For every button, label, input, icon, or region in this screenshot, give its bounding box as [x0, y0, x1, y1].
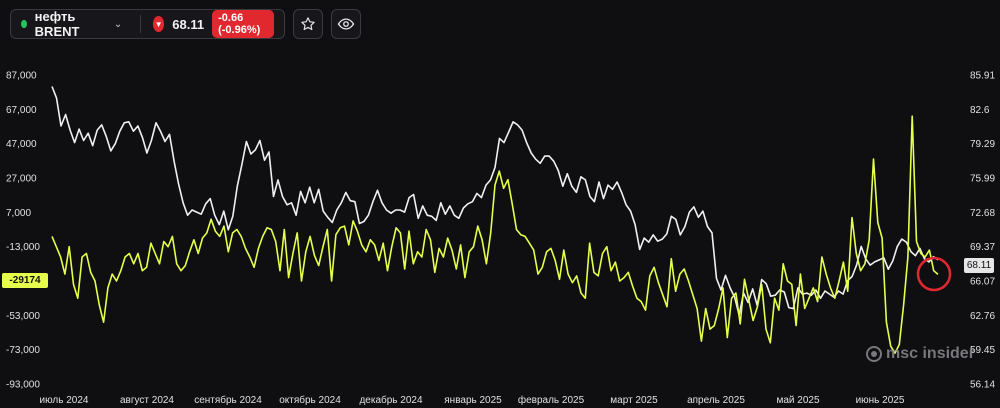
right-current-value-label: 68.11: [964, 258, 994, 273]
watermark-text: msc insider: [886, 345, 975, 362]
left-tick-label: 87,000: [6, 71, 37, 82]
right-tick-label: 79.29: [970, 139, 995, 150]
series-lines: [51, 86, 939, 354]
left-tick-label: 7,000: [6, 208, 31, 219]
right-axis: 85.91 82.6 79.29 75.99 72.68 69.37 66.07 62.76 5…: [970, 71, 995, 391]
time-tick-label: сентябрь 2024: [194, 394, 262, 406]
right-tick-label: 56.14: [970, 380, 995, 391]
time-tick-label: май 2025: [776, 395, 819, 406]
right-tick-label: 82.6: [970, 105, 990, 116]
right-tick-label: 72.68: [970, 208, 995, 219]
eye-icon: [337, 18, 355, 30]
left-axis-series-line: [51, 115, 939, 354]
time-tick-label: июль 2024: [40, 395, 89, 406]
left-tick-label: 67,000: [6, 105, 37, 116]
symbol-name: нефть BRENT: [34, 9, 80, 39]
price-change-badge: -0.66 (-0.96%): [212, 10, 274, 38]
left-tick-label: -53,000: [6, 311, 40, 322]
time-tick-label: август 2024: [120, 395, 174, 406]
left-tick-label: -93,000: [6, 380, 40, 391]
right-tick-label: 62.76: [970, 311, 995, 322]
right-tick-label: 75.99: [970, 174, 995, 185]
status-dot: [21, 20, 27, 28]
current-price: 68.11: [172, 16, 205, 32]
watermark: msc insider: [866, 345, 975, 363]
time-tick-label: декабрь 2024: [359, 394, 423, 406]
chevron-down-icon[interactable]: ⌄: [113, 18, 123, 30]
left-tick-label: 47,000: [6, 139, 37, 150]
divider: [140, 15, 141, 33]
right-tick-label: 66.07: [970, 277, 995, 288]
left-tick-label: -13,000: [6, 242, 40, 253]
down-arrow-icon: ▼: [152, 16, 165, 32]
right-tick-label: 85.91: [970, 71, 995, 82]
time-tick-label: апрель 2025: [687, 395, 745, 406]
watermark-logo-icon: [866, 346, 882, 362]
left-tick-label: -73,000: [6, 345, 40, 356]
time-tick-label: январь 2025: [444, 395, 502, 406]
left-axis: 87,00067,00047,00027,0007,000-13,000-33,…: [6, 71, 40, 391]
visibility-button[interactable]: [331, 9, 361, 39]
right-tick-label: 69.37: [970, 242, 995, 253]
time-tick-label: март 2025: [610, 395, 658, 406]
left-tick-label: 27,000: [6, 174, 37, 185]
time-axis: июль 2024 август 2024 сентябрь 2024 октябрь…: [40, 394, 905, 406]
right-tick-label: 59.45: [970, 345, 995, 356]
left-current-value-label: -29174: [2, 273, 48, 288]
favorite-button[interactable]: [293, 9, 323, 39]
time-tick-label: февраль 2025: [518, 394, 585, 406]
latest-point-highlight: [916, 256, 952, 292]
time-tick-label: октябрь 2024: [279, 394, 341, 406]
star-icon: [301, 17, 315, 31]
instrument-selector[interactable]: нефть BRENT ⌄ ▼ 68.11 -0.66 (-0.96%): [10, 9, 285, 39]
right-axis-price-line: [51, 86, 939, 316]
toolbar: нефть BRENT ⌄ ▼ 68.11 -0.66 (-0.96%): [10, 8, 361, 40]
time-tick-label: июнь 2025: [856, 395, 905, 406]
